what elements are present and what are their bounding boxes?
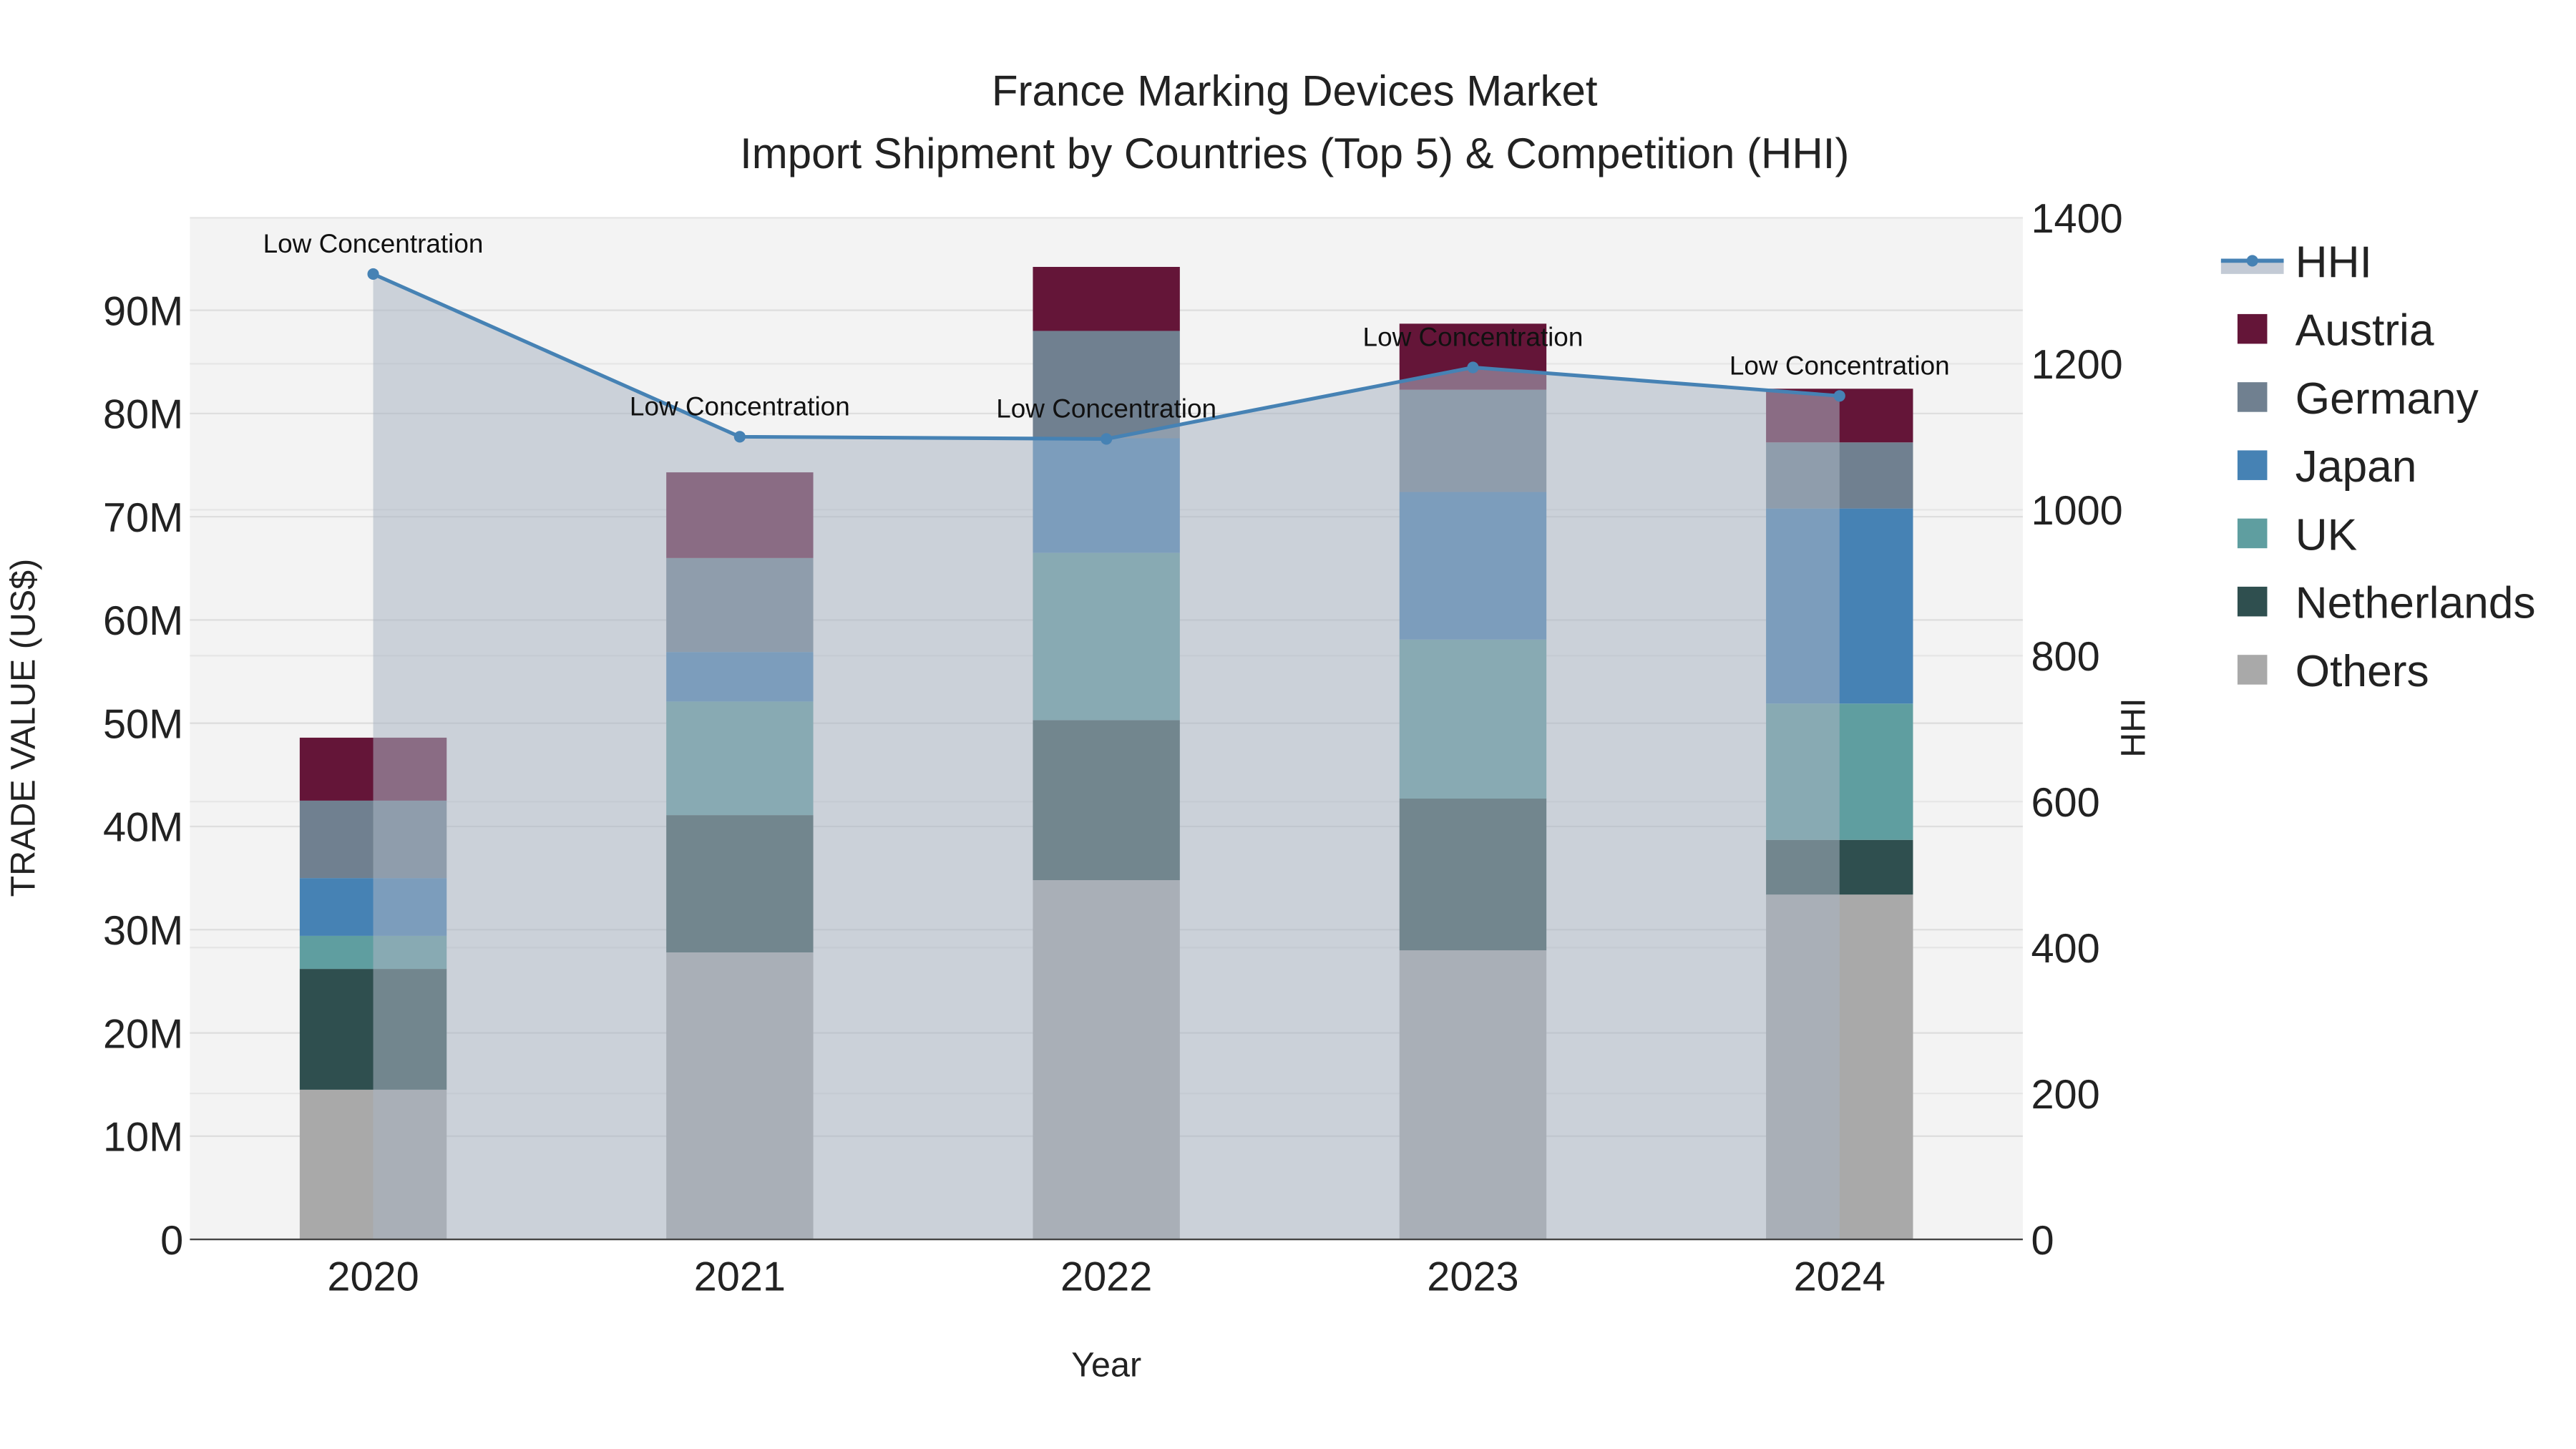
y-tick-label: 60M [103, 598, 183, 644]
hhi-annotation: Low Concentration [1729, 351, 1950, 380]
chart-title: France Marking Devices Market [992, 67, 1598, 115]
y-tick-label: 0 [160, 1218, 183, 1264]
y2-axis-title: HHI [2114, 698, 2153, 757]
x-tick-label: 2023 [1427, 1254, 1518, 1300]
y-tick-label: 30M [103, 908, 183, 954]
hhi-point [1833, 390, 1845, 402]
x-axis-title: Year [1071, 1346, 1141, 1385]
legend-swatch-netherlands [2237, 586, 2268, 617]
x-tick-label: 2024 [1794, 1254, 1885, 1300]
legend-label: Netherlands [2296, 579, 2536, 628]
hhi-point [367, 268, 379, 280]
y2-tick-label: 1400 [2031, 196, 2122, 242]
y-tick-label: 50M [103, 701, 183, 747]
y2-tick-label: 600 [2031, 780, 2099, 826]
legend-swatch-uk [2237, 518, 2268, 549]
legend: HHI Austria Germany Japan UK Netherlands Other… [2220, 238, 2536, 696]
x-tick-label: 2021 [694, 1254, 786, 1300]
y2-tick-label: 1200 [2031, 342, 2122, 388]
y2-tick-label: 200 [2031, 1072, 2099, 1118]
ticks: 0 10M 20M 30M 40M 50M 60M 70M 80M 90M 0 200 400 600 80… [103, 196, 2123, 1299]
bar-germany-2022 [1033, 331, 1180, 439]
y-tick-label: 40M [103, 805, 183, 851]
legend-label: HHI [2296, 238, 2372, 287]
y-tick-label: 90M [103, 288, 183, 334]
x-tick-label: 2022 [1060, 1254, 1152, 1300]
legend-swatch-germany [2237, 382, 2268, 412]
y-axis-title: TRADE VALUE (US$) [4, 559, 42, 897]
legend-label: UK [2296, 511, 2358, 560]
hhi-annotation: Low Concentration [263, 229, 484, 258]
y-tick-label: 20M [103, 1011, 183, 1057]
legend-swatch-austria [2237, 313, 2268, 344]
legend-label: Others [2296, 647, 2429, 696]
y2-tick-label: 800 [2031, 634, 2099, 680]
y-tick-label: 10M [103, 1115, 183, 1161]
hhi-point [733, 431, 746, 443]
legend-label: Austria [2296, 306, 2434, 356]
hhi-annotation: Low Concentration [630, 391, 850, 421]
x-tick-label: 2020 [327, 1254, 419, 1300]
legend-swatch-others [2237, 655, 2268, 685]
hhi-area-fill [373, 273, 1840, 1240]
y2-tick-label: 1000 [2031, 488, 2122, 534]
y2-tick-label: 0 [2031, 1218, 2054, 1264]
hhi-line-group: Low Concentration Low Concentration Low Co… [263, 229, 1950, 445]
bar-austria-2022 [1033, 267, 1180, 331]
legend-marker-hhi [2246, 255, 2258, 267]
y-tick-label: 70M [103, 495, 183, 541]
y2-tick-label: 400 [2031, 926, 2099, 972]
hhi-annotation: Low Concentration [1363, 323, 1584, 352]
y-tick-label: 80M [103, 392, 183, 438]
hhi-point [1467, 361, 1479, 374]
legend-label: Japan [2296, 442, 2417, 492]
chart-subtitle: Import Shipment by Countries (Top 5) & C… [740, 130, 1849, 177]
hhi-point [1101, 433, 1113, 445]
legend-swatch-japan [2237, 450, 2268, 480]
hhi-area [373, 273, 1840, 1240]
hhi-annotation: Low Concentration [996, 394, 1216, 423]
legend-swatch-hhi [2220, 260, 2284, 274]
legend-label: Germany [2296, 374, 2479, 424]
